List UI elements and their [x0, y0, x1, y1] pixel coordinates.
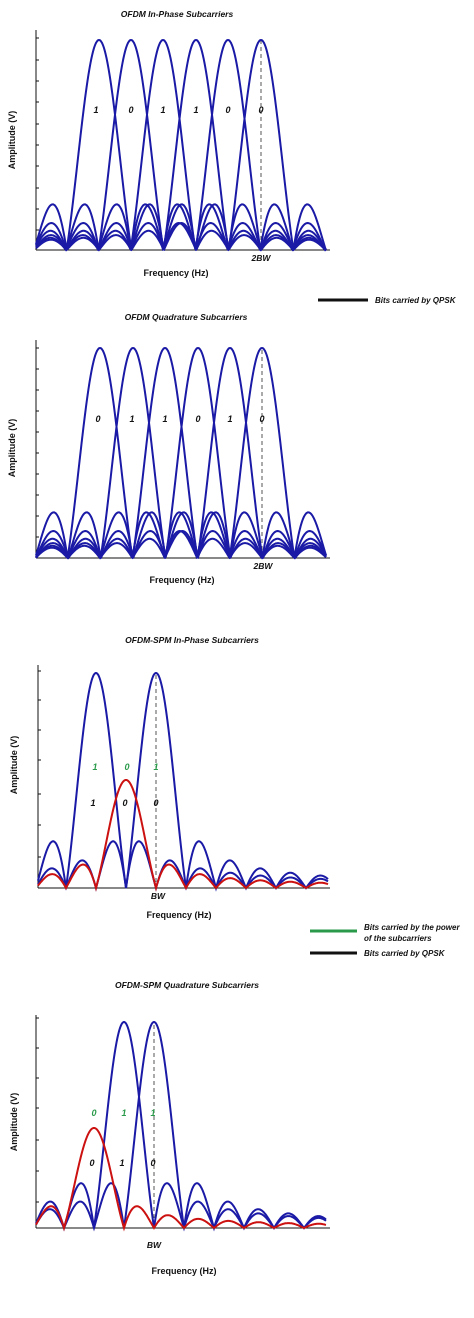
bit-label: 0	[150, 1158, 155, 1168]
bit-label: 0	[89, 1158, 94, 1168]
bit-label: 1	[162, 414, 167, 424]
subcarrier-curve	[35, 346, 327, 560]
subcarrier-curve	[35, 38, 327, 252]
y-axis-label: Amplitude (V)	[7, 111, 17, 170]
panel-title: OFDM Quadrature Subcarriers	[125, 312, 248, 322]
legend-power-qpsk: Bits carried by the power of the subcarr…	[310, 923, 460, 958]
subcarrier-curve	[37, 671, 329, 892]
y-ticks	[36, 1017, 39, 1203]
bit-label: 1	[90, 798, 95, 808]
bit-label: 1	[193, 105, 198, 115]
panel-title: OFDM-SPM In-Phase Subcarriers	[125, 635, 259, 645]
subcarrier-curve	[35, 38, 327, 252]
bit-label: 1	[227, 414, 232, 424]
subcarrier-curves	[35, 346, 327, 560]
subcarrier-curves	[35, 38, 327, 252]
bit-labels-green: 1 0 1	[92, 762, 158, 772]
x-axis-label: Frequency (Hz)	[151, 1266, 216, 1276]
power-bit-label: 1	[153, 762, 158, 772]
power-bit-label: 1	[92, 762, 97, 772]
bit-label: 0	[258, 105, 263, 115]
bit-label: 0	[195, 414, 200, 424]
bit-label: 0	[153, 798, 158, 808]
legend-text-power-cont: of the subcarriers	[364, 934, 432, 943]
subcarrier-curve	[35, 1020, 327, 1232]
bit-label: 0	[225, 105, 230, 115]
panel-title: OFDM In-Phase Subcarriers	[121, 9, 234, 19]
subcarrier-curves	[35, 1020, 327, 1232]
marker-label: BW	[147, 1240, 162, 1250]
legend-text-qpsk: Bits carried by QPSK	[375, 296, 457, 305]
panel-title: OFDM-SPM Quadrature Subcarriers	[115, 980, 259, 990]
y-ticks	[36, 37, 39, 231]
panel-ofdm-in-phase: OFDM In-Phase Subcarriers Amplitude (V) …	[7, 9, 330, 278]
subcarrier-curve	[37, 671, 329, 892]
subcarrier-curve	[35, 346, 327, 560]
bit-label: 0	[95, 414, 100, 424]
marker-label: 2BW	[251, 253, 272, 263]
marker-label: BW	[151, 891, 166, 901]
x-axis-label: Frequency (Hz)	[149, 575, 214, 585]
legend-text-qpsk: Bits carried by QPSK	[364, 949, 446, 958]
x-axis-label: Frequency (Hz)	[143, 268, 208, 278]
bit-label: 0	[259, 414, 264, 424]
bit-labels-black: 1 0 0	[90, 798, 158, 808]
power-bit-label: 1	[150, 1108, 155, 1118]
subcarrier-curve	[35, 1020, 327, 1232]
power-bit-label: 1	[121, 1108, 126, 1118]
bit-labels-black: 0 1 0	[89, 1158, 155, 1168]
power-bit-label: 0	[124, 762, 129, 772]
subcarrier-curve	[35, 346, 327, 560]
subcarrier-curve	[37, 779, 329, 892]
bit-label: 0	[128, 105, 133, 115]
y-axis-label: Amplitude (V)	[7, 419, 17, 478]
y-axis-label: Amplitude (V)	[9, 1093, 19, 1152]
panel-ofdm-spm-quadrature: OFDM-SPM Quadrature Subcarriers Amplitud…	[9, 980, 330, 1276]
legend-qpsk: Bits carried by QPSK	[318, 296, 457, 305]
x-axis-label: Frequency (Hz)	[146, 910, 211, 920]
y-ticks	[38, 670, 41, 858]
subcarrier-curves	[37, 671, 329, 892]
subcarrier-curve	[35, 38, 327, 252]
y-axis-label: Amplitude (V)	[9, 736, 19, 795]
power-bit-label: 0	[91, 1108, 96, 1118]
subcarrier-curve	[35, 38, 327, 252]
bit-label: 1	[119, 1158, 124, 1168]
subcarrier-curve	[35, 38, 327, 252]
marker-label: 2BW	[253, 561, 274, 571]
subcarrier-curve	[35, 1127, 327, 1232]
panel-ofdm-quadrature: OFDM Quadrature Subcarriers Amplitude (V…	[7, 312, 330, 585]
bit-label: 1	[93, 105, 98, 115]
bit-labels-green: 0 1 1	[91, 1108, 155, 1118]
bit-labels: 0 1 1 0 1 0	[95, 414, 264, 424]
legend-text-power: Bits carried by the power	[364, 923, 460, 932]
bit-label: 1	[160, 105, 165, 115]
bit-label: 1	[129, 414, 134, 424]
bit-label: 0	[122, 798, 127, 808]
bit-labels: 1 0 1 1 0 0	[93, 105, 263, 115]
y-ticks	[36, 347, 39, 538]
panel-ofdm-spm-in-phase: OFDM-SPM In-Phase Subcarriers Amplitude …	[9, 635, 330, 920]
